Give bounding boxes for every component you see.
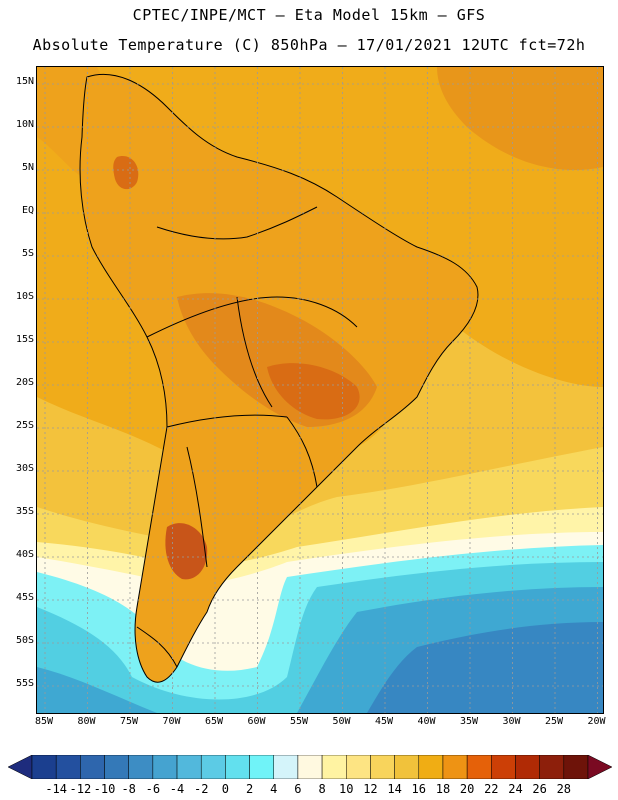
lat-label: 20S <box>15 377 34 388</box>
colorbar-tick-label: 6 <box>294 782 302 796</box>
map-title-line2: Absolute Temperature (C) 850hPa – 17/01/… <box>32 36 586 54</box>
colorbar-tick-label: 12 <box>363 782 378 796</box>
lon-label: 80W <box>77 716 96 727</box>
colorbar-swatch <box>152 755 178 779</box>
colorbar-tick-label: -10 <box>93 782 116 796</box>
lon-label: 40W <box>417 716 436 727</box>
colorbar-swatch <box>321 755 347 779</box>
lon-label: 30W <box>502 716 521 727</box>
colorbar-swatch <box>249 755 274 779</box>
colorbar-tick-label: -2 <box>193 782 209 796</box>
colorbar-tick-label: 26 <box>532 782 547 796</box>
lat-label: 50S <box>15 635 34 646</box>
colorbar-swatch <box>128 755 154 779</box>
colorbar-tick-label: 28 <box>556 782 572 796</box>
colorbar-swatch <box>80 755 105 779</box>
lat-label: 35S <box>15 506 34 517</box>
lon-label: 70W <box>162 716 181 727</box>
colorbar-swatch <box>273 755 299 779</box>
colorbar-swatch <box>31 755 57 779</box>
lat-label: 45S <box>15 592 34 603</box>
colorbar-tick-label: 0 <box>221 782 230 796</box>
lat-label: 5S <box>21 248 34 259</box>
lon-label: 50W <box>332 716 351 727</box>
colorbar-swatch <box>539 755 565 779</box>
colorbar-swatch <box>200 755 226 779</box>
map-panel[interactable] <box>36 66 604 714</box>
colorbar-swatch <box>394 755 420 779</box>
lon-label: 65W <box>204 716 224 727</box>
lon-label: 20W <box>587 716 606 727</box>
colorbar-swatch <box>176 755 202 779</box>
colorbar-tick-label: 14 <box>387 782 402 796</box>
map-title-line1: CPTEC/INPE/MCT – Eta Model 15km – GFS <box>132 6 486 24</box>
lat-label: 55S <box>15 678 34 689</box>
colorbar-swatch <box>442 755 468 779</box>
colorbar-tick-label: 8 <box>318 782 326 796</box>
colorbar-swatch <box>225 755 250 779</box>
colorbar-swatch <box>55 755 81 779</box>
lon-label: 85W <box>34 716 54 727</box>
lat-label: 15N <box>15 76 34 87</box>
warm-ocean-region <box>437 67 603 171</box>
colorbar-swatch <box>370 755 395 779</box>
colorbar-tick-label: 22 <box>484 782 499 796</box>
lat-label: 10S <box>15 291 34 302</box>
very-hot-patagonia <box>165 523 208 580</box>
lon-label: 55W <box>289 716 309 727</box>
lat-label: 15S <box>15 334 34 345</box>
colorbar-swatch <box>297 755 323 779</box>
lat-lon-grid <box>37 67 603 713</box>
colorbar-tick-label: 20 <box>459 782 475 796</box>
lat-label: 30S <box>15 463 34 474</box>
lon-label: 60W <box>247 716 266 727</box>
colorbar-swatch <box>563 755 589 779</box>
colorbar-tick-label: 2 <box>245 782 254 796</box>
colorbar-arrow-left <box>8 755 33 779</box>
colorbar-tick-label: 4 <box>270 782 278 796</box>
colorbar-swatch <box>515 755 540 779</box>
colorbar-swatch <box>104 755 129 779</box>
colorbar-tick-label: -14 <box>45 782 68 796</box>
central-america-land <box>37 67 114 177</box>
colorbar-tick-label: 24 <box>508 782 523 796</box>
hot-land-region <box>267 363 360 420</box>
colorbar-tick-label: 18 <box>435 782 451 796</box>
colorbar-tick-label: -4 <box>169 782 185 796</box>
lat-label: 25S <box>15 420 34 431</box>
colorbar-swatch <box>346 755 371 779</box>
lat-label: 40S <box>15 549 34 560</box>
cold-band-4 <box>367 622 603 713</box>
color-scale-bar <box>8 755 612 779</box>
colorbar-tick-label: 10 <box>339 782 354 796</box>
colorbar-tick-label: 16 <box>411 782 427 796</box>
hot-venezuela <box>113 156 139 190</box>
colorbar-tick-label: -12 <box>69 782 92 796</box>
colorbar-tick-label: -6 <box>145 782 161 796</box>
lon-label: 35W <box>459 716 479 727</box>
colorbar-arrow-right <box>587 755 612 779</box>
lat-label: EQ <box>21 205 34 216</box>
lon-label: 75W <box>119 716 139 727</box>
colorbar-swatch <box>466 755 492 779</box>
colorbar-swatch <box>491 755 516 779</box>
lon-label: 45W <box>374 716 394 727</box>
colorbar-swatch <box>418 755 444 779</box>
colorbar-tick-label: -8 <box>121 782 136 796</box>
lon-label: 25W <box>544 716 564 727</box>
lat-label: 10N <box>15 119 34 130</box>
lat-label: 5N <box>21 162 34 173</box>
temperature-map <box>37 67 603 713</box>
